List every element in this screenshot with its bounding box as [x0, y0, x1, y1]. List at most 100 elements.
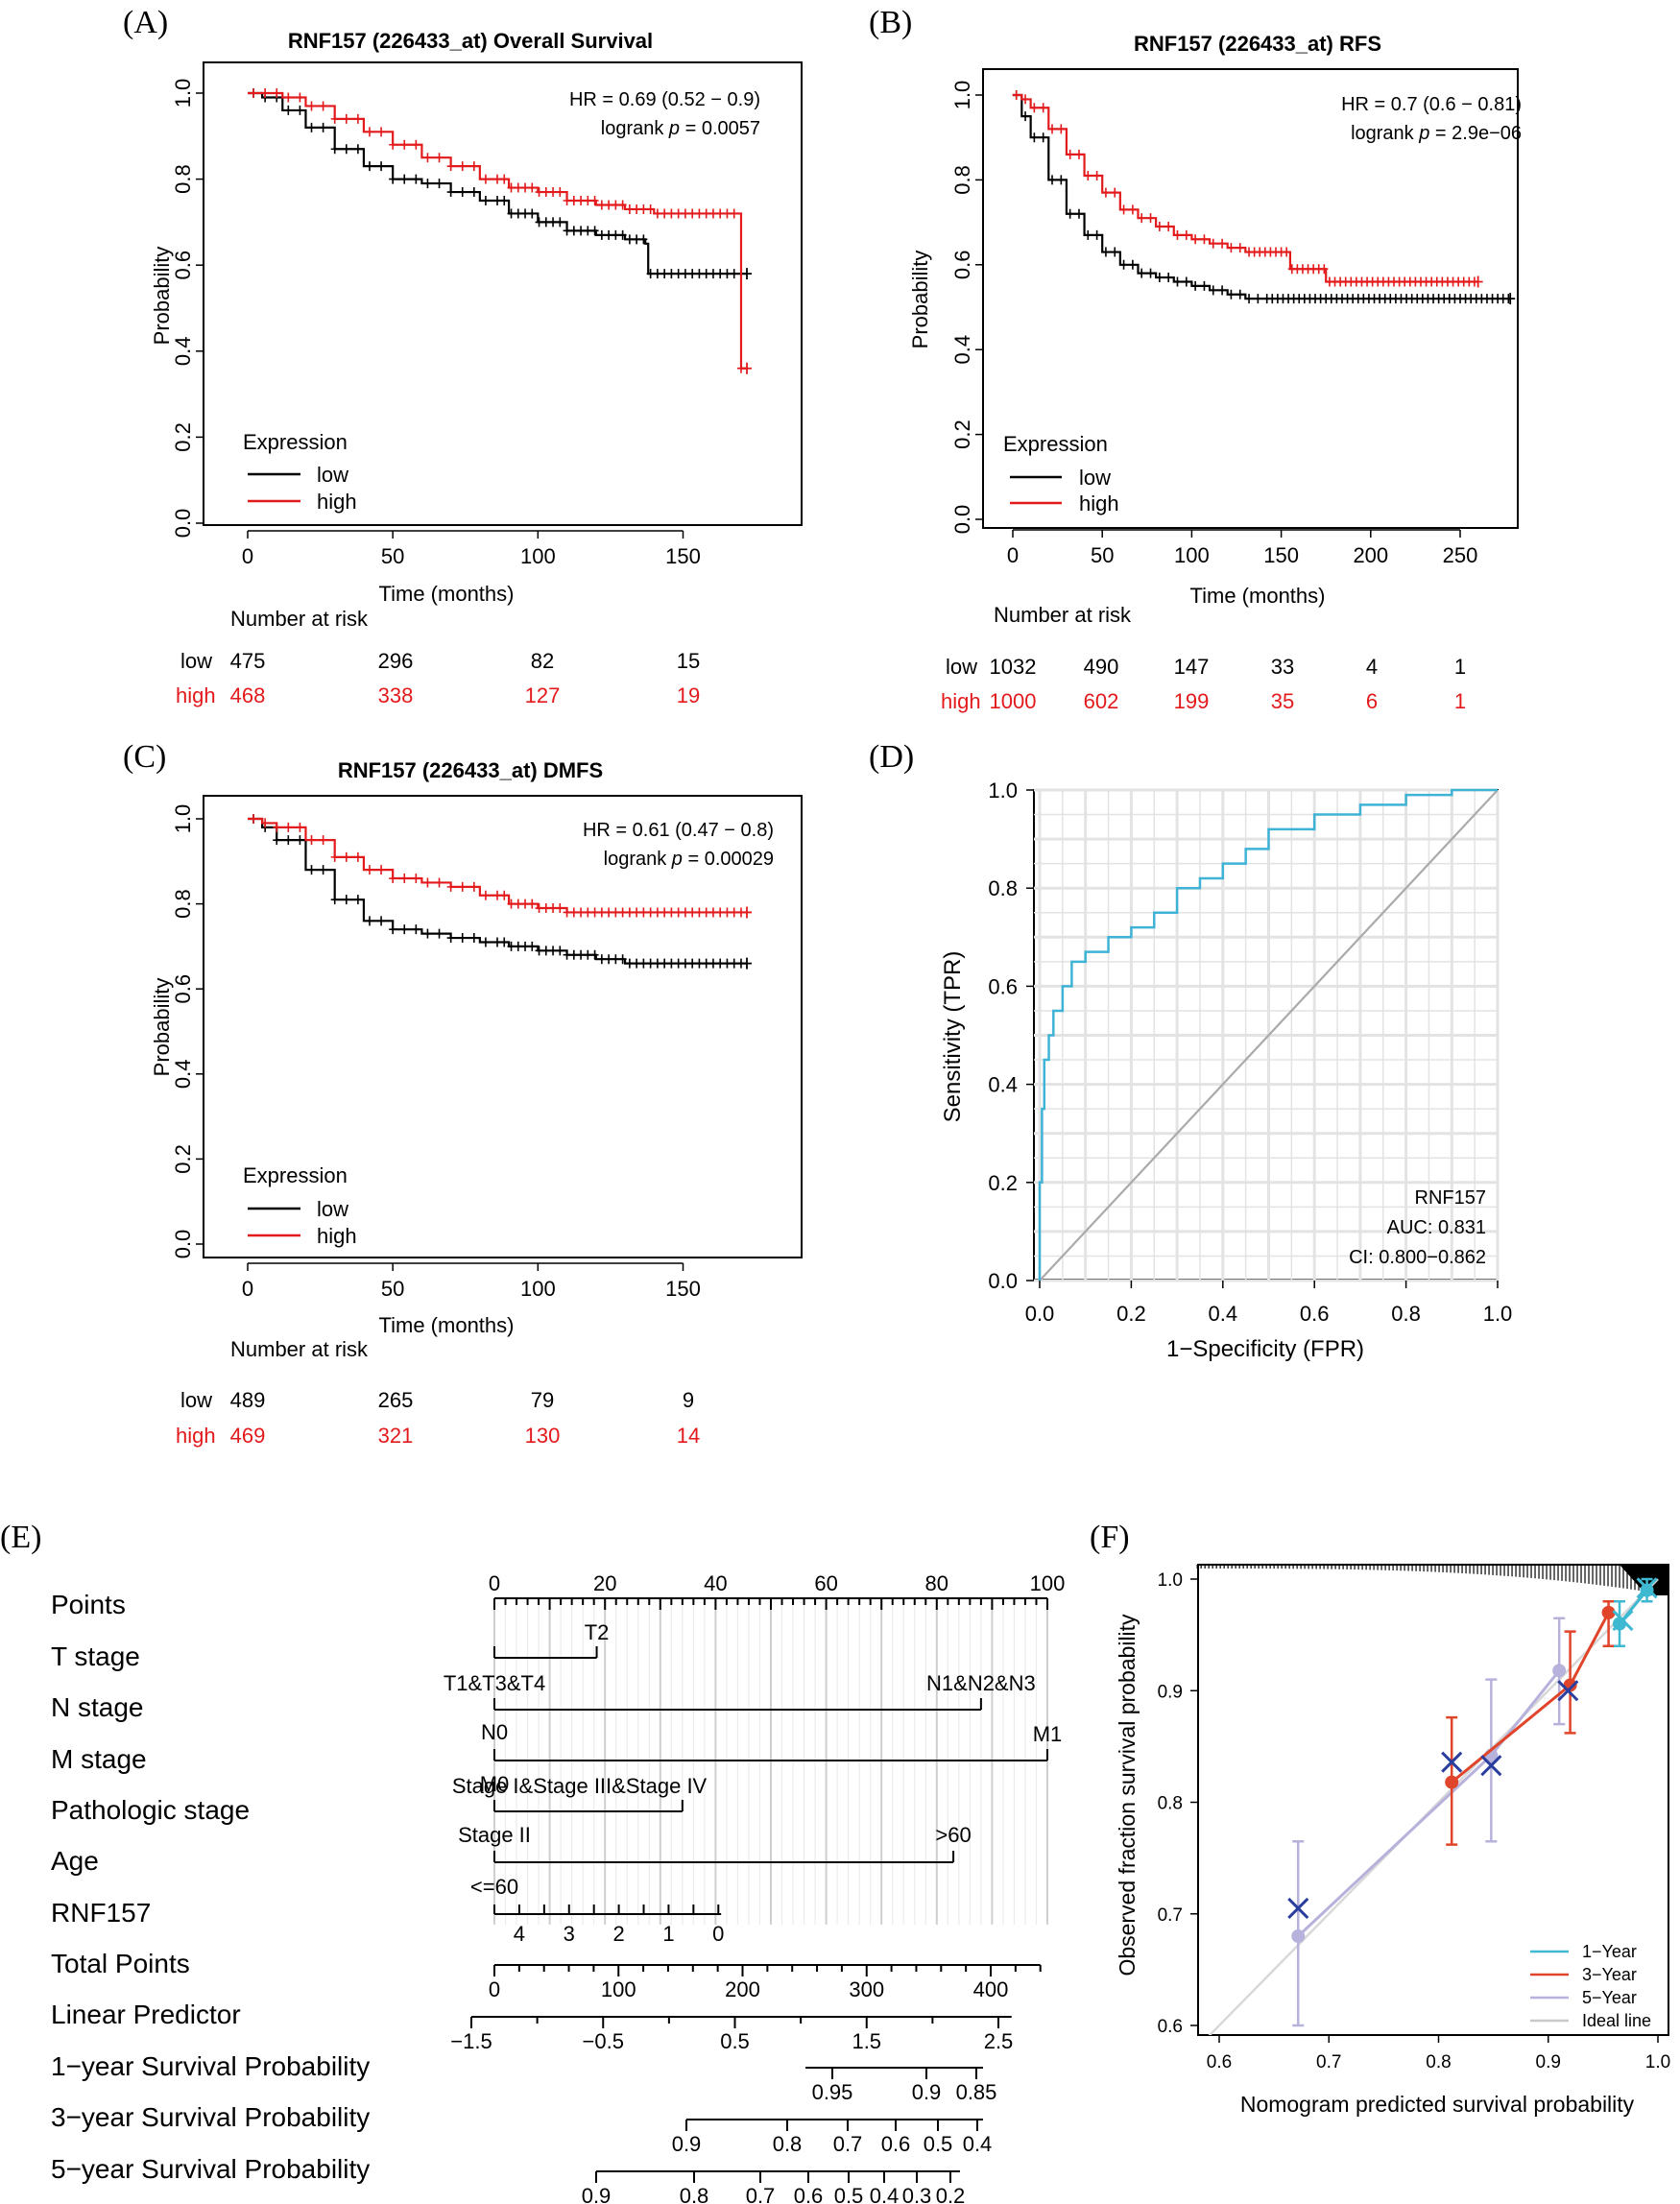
panel-b-x-tick-label: 50 — [1091, 543, 1114, 567]
panel-c-censor-low — [331, 895, 339, 904]
panel-a-censor-low — [320, 123, 327, 132]
panel-c-censor-low — [695, 959, 703, 969]
panel-a-legend-title: Expression — [243, 430, 348, 454]
panel-c-risk-low-value: 9 — [683, 1388, 694, 1412]
panel-b-censor-low — [1040, 132, 1047, 142]
panel-f-point — [1445, 1776, 1458, 1789]
panel-d-xlabel: 1−Specificity (FPR) — [1166, 1336, 1364, 1362]
panel-b-censor-high — [1093, 171, 1101, 180]
panel-c-censor-low — [716, 959, 724, 969]
panel-a-risk-low-value: 82 — [531, 649, 554, 673]
panel-a-censor-low — [515, 208, 522, 218]
panel-b-censor-low — [1164, 273, 1172, 282]
panel-b-risk-high-value: 1000 — [990, 689, 1037, 713]
panel-a-censor-low — [308, 123, 316, 132]
panel-a: (A) RNF157 (226433_at) Overall Survival … — [123, 5, 802, 707]
panel-e: (E) Points T stage N stage M stage Pathologi… — [0, 1520, 1065, 2204]
panel-e-row-label: Points — [51, 1590, 126, 1619]
panel-c: (C) RNF157 (226433_at) DMFS 0 50 100 1500.0… — [123, 739, 802, 1448]
panel-c-censor-low — [423, 929, 431, 939]
panel-c-censor-high — [639, 907, 647, 917]
panel-a-censor-high — [470, 161, 478, 171]
panel-c-censor-high — [591, 907, 599, 917]
panel-a-censor-high — [695, 208, 703, 218]
panel-c-xlabel: Time (months) — [379, 1313, 515, 1337]
panel-b-x-tick-label: 200 — [1353, 543, 1388, 567]
panel-c-risk-high-label: high — [176, 1424, 216, 1448]
panel-c-censor-high — [675, 907, 683, 917]
panel-b-hr: HR = 0.7 (0.6 − 0.81) — [1341, 94, 1522, 115]
panel-c-risk-low-value: 79 — [531, 1388, 554, 1412]
panel-a-censor-high — [308, 101, 316, 110]
panel-a-censor-high — [377, 127, 385, 136]
panel-b-risk-low-value: 4 — [1366, 655, 1378, 679]
panel-e-surv3_ticks-label: 0.9 — [672, 2132, 702, 2156]
panel-b-censor-high — [1218, 239, 1226, 249]
panel-b-risk-low-value: 490 — [1084, 655, 1119, 679]
panel-d-annotation-name: RNF157 — [1415, 1187, 1486, 1209]
panel-c-censor-low — [654, 959, 661, 969]
panel-a-censor-low — [296, 106, 303, 115]
panel-a-label: (A) — [123, 5, 168, 40]
panel-a-legend-low: low — [317, 463, 348, 487]
panel-a-y-tick-label: 0.4 — [171, 337, 195, 367]
panel-c-censor-low — [296, 835, 303, 845]
panel-b-risk-table: 1032 490 147 33 4 11000 602 199 35 6 1 — [990, 655, 1467, 713]
panel-a-censor-high — [639, 204, 647, 214]
panel-b-risk-low-value: 147 — [1174, 655, 1210, 679]
panel-a-censor-high — [528, 183, 536, 193]
panel-e-row-label: N stage — [51, 1692, 144, 1722]
panel-c-x-tick-label: 0 — [242, 1277, 253, 1301]
panel-f-y-tick-label: 0.7 — [1158, 1905, 1183, 1926]
panel-a-censor-low — [598, 230, 606, 240]
panel-c-censor-high — [654, 907, 661, 917]
panel-a-censor-low — [564, 226, 571, 235]
panel-a-censor-low — [447, 187, 455, 197]
panel-d-x-tick-label: 0.6 — [1300, 1302, 1330, 1326]
panel-c-censor-high — [682, 907, 689, 917]
panel-c-title: RNF157 (226433_at) DMFS — [338, 758, 603, 782]
panel-b-x-tick-label: 100 — [1174, 543, 1210, 567]
panel-c-censor-low — [605, 954, 612, 964]
panel-e-row-label: 5−year Survival Probability — [51, 2154, 370, 2184]
panel-a-logrank: logrank p = 0.0057 — [601, 118, 760, 139]
panel-a-censor-high — [731, 208, 738, 218]
panel-a-risk-low-label: low — [180, 649, 212, 673]
panel-f-line-2 — [1298, 1670, 1559, 1936]
panel-c-censor-low — [436, 929, 444, 939]
panel-a-censor-low — [584, 226, 591, 235]
panel-c-censor-low — [612, 954, 619, 964]
panel-a-censor-low — [343, 144, 350, 154]
panel-e-rnf157-tick-label: 4 — [514, 1922, 525, 1946]
panel-a-censor-low — [605, 230, 612, 240]
panel-c-censor-high — [343, 852, 350, 862]
panel-c-censor-low — [343, 895, 350, 904]
panel-f-rug — [1197, 1565, 1668, 1595]
panel-a-censor-low — [542, 217, 550, 227]
panel-c-censor-low — [688, 959, 696, 969]
panel-e-t_stage-high-label: T2 — [585, 1620, 610, 1644]
panel-c-censor-high — [688, 907, 696, 917]
panel-c-x-tick-label: 150 — [665, 1277, 701, 1301]
panel-c-censor-high — [308, 835, 316, 845]
panel-c-censor-low — [667, 959, 675, 969]
panel-a-censor-low — [626, 234, 634, 244]
panel-c-censor-low — [412, 924, 420, 934]
panel-e-surv5_ticks-label: 0.7 — [746, 2184, 776, 2204]
panel-a-title: RNF157 (226433_at) Overall Survival — [288, 29, 653, 53]
panel-d-axes: 0.0 0.2 0.4 0.6 0.8 1.0 0.0 0.2 0.4 0.6 0.8 1.0 — [988, 779, 1512, 1326]
panel-a-censor-low — [389, 175, 396, 184]
panel-a-risk-low-value: 296 — [378, 649, 414, 673]
panel-b-y-tick-label: 0.6 — [950, 251, 974, 280]
panel-a-censor-low — [549, 217, 557, 227]
panel-a-censor-low — [493, 196, 501, 205]
panel-c-censor-high — [354, 852, 362, 862]
panel-a-risk-high-label: high — [176, 683, 216, 707]
panel-c-censor-end-low — [742, 958, 752, 970]
panel-a-x-tick-label: 0 — [242, 544, 253, 568]
panel-b-censor-low — [1200, 281, 1208, 291]
panel-a-censor-high — [493, 175, 501, 184]
panel-a-y-tick-label: 0.8 — [171, 164, 195, 194]
panel-a-censor-high — [584, 196, 591, 205]
panel-c-risk-high-value: 130 — [525, 1424, 561, 1448]
